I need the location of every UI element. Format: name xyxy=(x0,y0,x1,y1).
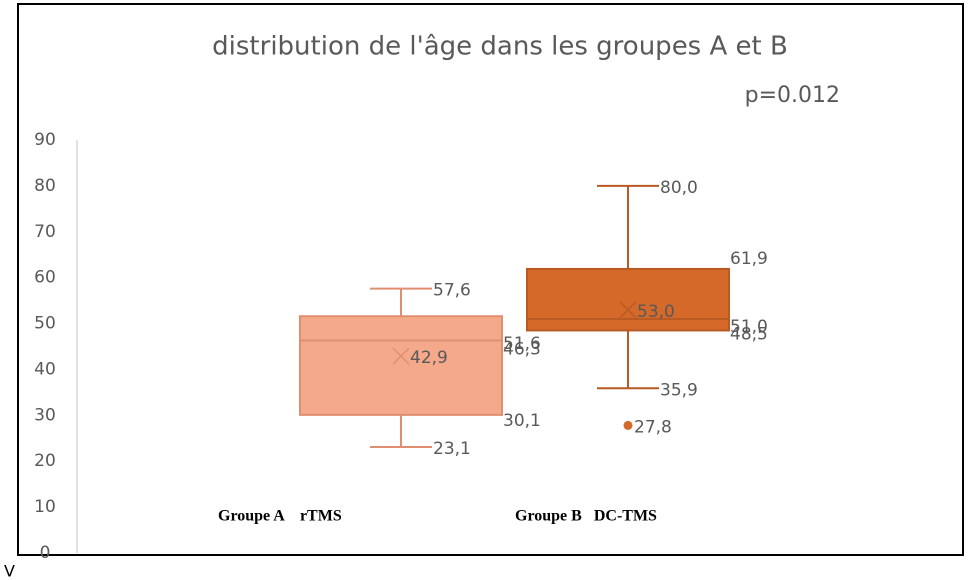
chart-title: distribution de l'âge dans les groupes A… xyxy=(212,32,788,62)
x-tick-label: Groupe A rTMS xyxy=(218,508,342,525)
frame xyxy=(17,3,964,556)
data-label: 57,6 xyxy=(433,281,471,301)
box xyxy=(299,315,503,416)
data-label: 80,0 xyxy=(660,178,698,198)
y-tick-label: 50 xyxy=(34,314,56,334)
data-label: 53,0 xyxy=(637,302,675,322)
data-label: 27,8 xyxy=(634,417,672,437)
y-tick-label: 30 xyxy=(34,405,56,425)
outlier xyxy=(623,420,633,430)
y-tick-label: 80 xyxy=(34,176,56,196)
y-tick-label: 20 xyxy=(34,451,56,471)
data-label: 51,6 xyxy=(503,334,541,354)
data-label: 42,9 xyxy=(410,348,448,368)
data-label: 23,1 xyxy=(433,439,471,459)
annotation: p=0.012 xyxy=(745,83,840,108)
data-label: 30,1 xyxy=(503,411,541,431)
mean-marker xyxy=(392,347,410,365)
y-tick-label: 40 xyxy=(34,359,56,379)
data-label: 51,0 xyxy=(730,317,768,337)
y-tick-label: 90 xyxy=(34,130,56,150)
data-label: 35,9 xyxy=(660,380,698,400)
y-tick-label: 10 xyxy=(34,497,56,517)
x-tick-label: Groupe B DC-TMS xyxy=(515,508,657,525)
mean-marker xyxy=(619,301,637,319)
data-label: 61,9 xyxy=(730,249,768,269)
y-tick-label: 70 xyxy=(34,222,56,242)
y-tick-label: 0 xyxy=(40,543,51,563)
box xyxy=(526,267,730,332)
y-tick-label: 60 xyxy=(34,268,56,288)
data-label: 48,5 xyxy=(730,324,768,344)
data-label: 46,3 xyxy=(503,340,541,360)
corner-text: V xyxy=(4,562,15,580)
